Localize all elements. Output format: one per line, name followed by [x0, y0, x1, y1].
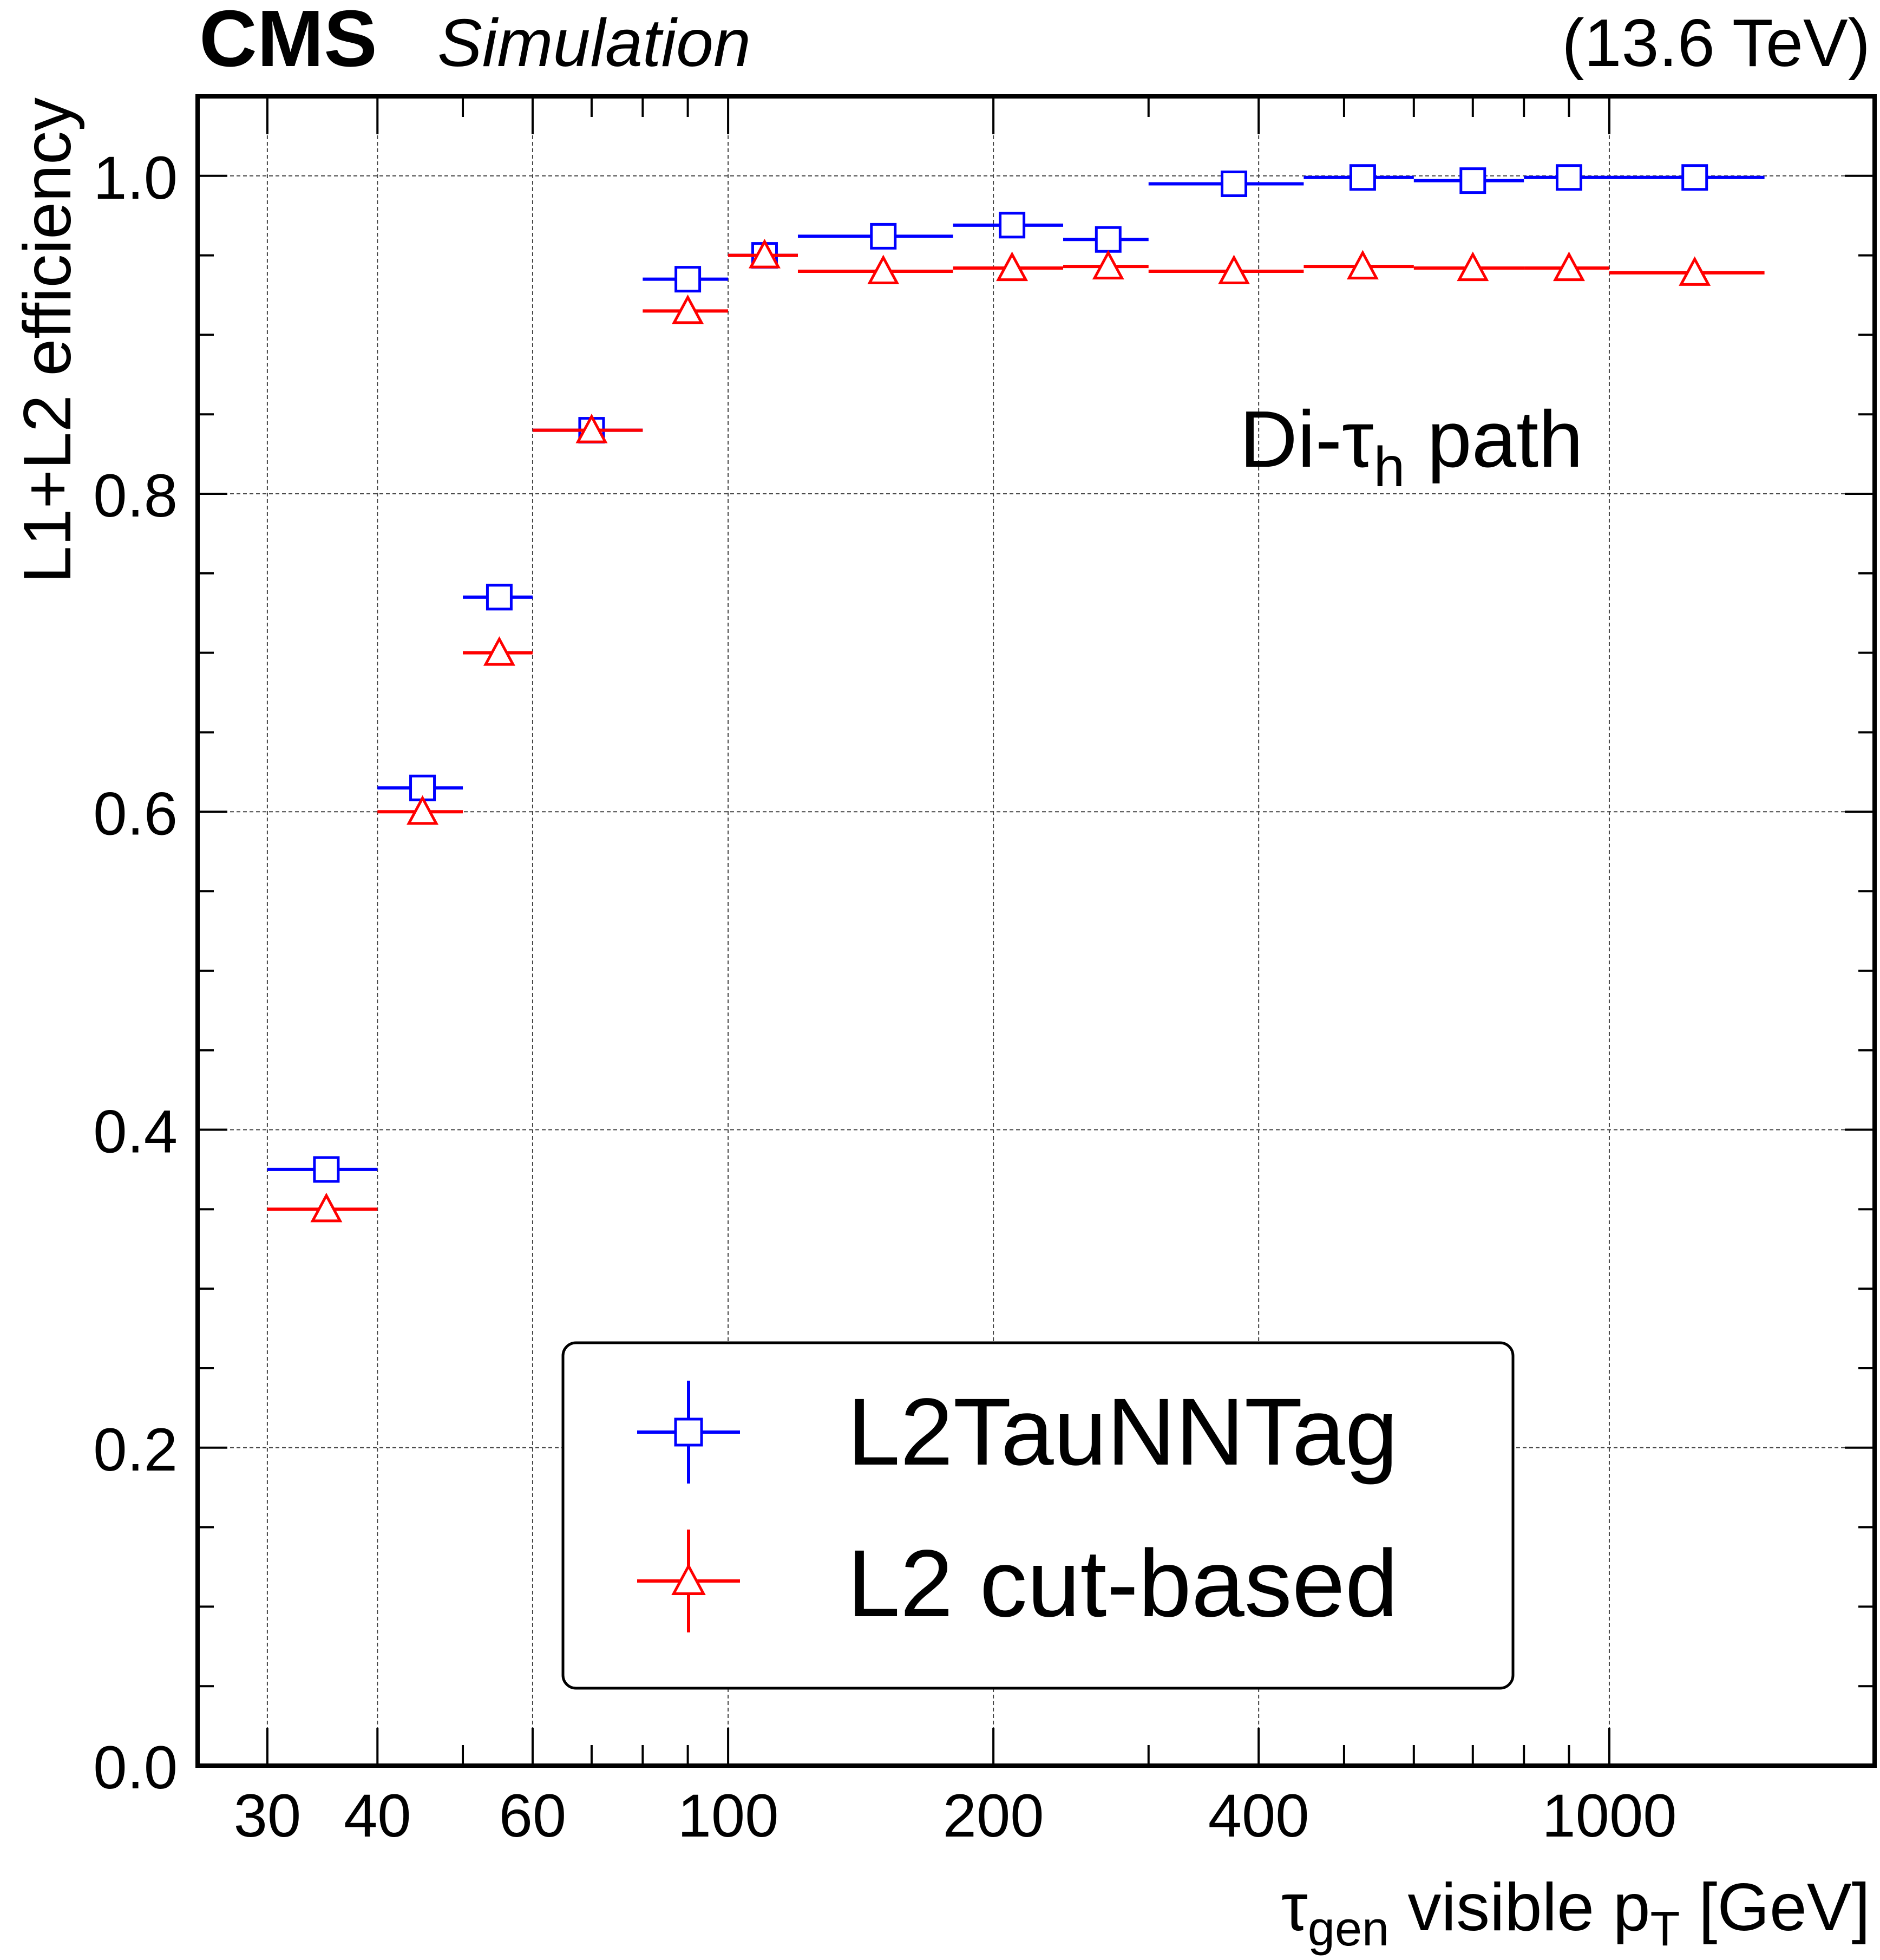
path-annotation-post: path — [1405, 395, 1583, 484]
axis-layer: 0.0 0.2 0.4 0.6 0.8 1.0 30 40 60 100 200 400 1000 — [93, 95, 1876, 1850]
series-0-point-10 — [1349, 164, 1376, 191]
series-1-point-11 — [1457, 251, 1489, 282]
series-0 — [267, 164, 1765, 1183]
series-1-point-3 — [575, 414, 608, 443]
x-tick-label-1: 40 — [344, 1782, 411, 1850]
x-tick-label-2: 60 — [499, 1782, 567, 1850]
y-tick-label-1: 0.2 — [93, 1416, 178, 1484]
series-0-point-12 — [1555, 164, 1582, 191]
x-axis-label-sub2: T — [1650, 1902, 1680, 1956]
x-tick-label-5: 400 — [1208, 1782, 1309, 1850]
x-axis-label-mid: visible p — [1389, 1870, 1650, 1945]
series-0-point-9 — [1221, 170, 1248, 197]
y-axis-label: L1+L2 efficiency — [10, 97, 85, 583]
y-tick-label-5: 1.0 — [93, 144, 178, 212]
energy-label: (13.6 TeV) — [1562, 6, 1870, 81]
x-tick-label-3: 100 — [678, 1782, 779, 1850]
y-tick-label-3: 0.6 — [93, 780, 178, 847]
legend-marks — [637, 1381, 740, 1632]
x-axis-label-unit: [GeV] — [1680, 1870, 1870, 1945]
x-axis-label-base: τ — [1281, 1870, 1308, 1945]
plot-frame — [195, 94, 1877, 1768]
y-tick-label-0: 0.0 — [93, 1734, 178, 1801]
series-1-point-5 — [748, 239, 781, 269]
series-0-point-11 — [1459, 167, 1486, 194]
series-1-point-13 — [1679, 256, 1711, 286]
series-1-point-12 — [1553, 251, 1585, 282]
path-annotation: Di-τh path — [1240, 395, 1583, 499]
path-annotation-pre: Di-τ — [1240, 395, 1374, 484]
series-1-point-10 — [1346, 250, 1379, 280]
series-0-point-7 — [999, 212, 1026, 239]
series-0-point-6 — [870, 223, 897, 250]
legend: L2TauNNTag L2 cut-based — [561, 1341, 1515, 1690]
legend-label-l2-cut-based: L2 cut-based — [847, 1531, 1398, 1637]
x-axis-label: τgen visible pT [GeV] — [1281, 1870, 1870, 1956]
series-1-point-4 — [672, 294, 704, 324]
x-axis-label-sub: gen — [1308, 1902, 1389, 1956]
series-1-point-9 — [1218, 254, 1250, 284]
series-0-point-4 — [674, 266, 702, 293]
series-0-point-0 — [313, 1156, 340, 1183]
series-1-point-7 — [996, 251, 1029, 282]
legend-marker-1 — [671, 1563, 706, 1595]
y-tick-label-4: 0.8 — [93, 462, 178, 530]
x-tick-label-6: 1000 — [1542, 1782, 1676, 1850]
series-1-point-0 — [310, 1192, 343, 1223]
series-0-point-8 — [1095, 226, 1122, 253]
series-1-point-2 — [483, 636, 515, 666]
legend-box — [561, 1341, 1515, 1690]
series-1-point-1 — [407, 795, 439, 825]
series-1-point-6 — [867, 254, 900, 284]
series-0-point-13 — [1681, 164, 1708, 191]
series-1 — [267, 239, 1765, 1223]
x-tick-label-4: 200 — [943, 1782, 1044, 1850]
data-layer — [267, 164, 1765, 1223]
series-1-point-8 — [1092, 250, 1124, 280]
legend-label-l2taunntag: L2TauNNTag — [847, 1379, 1398, 1485]
simulation-label: Simulation — [437, 6, 751, 81]
x-tick-label-0: 30 — [234, 1782, 302, 1850]
y-tick-label-2: 0.4 — [93, 1098, 178, 1166]
path-annotation-sub: h — [1374, 436, 1405, 499]
legend-marker-0 — [674, 1417, 703, 1447]
cms-label: CMS — [199, 0, 377, 83]
series-0-point-2 — [486, 584, 513, 611]
